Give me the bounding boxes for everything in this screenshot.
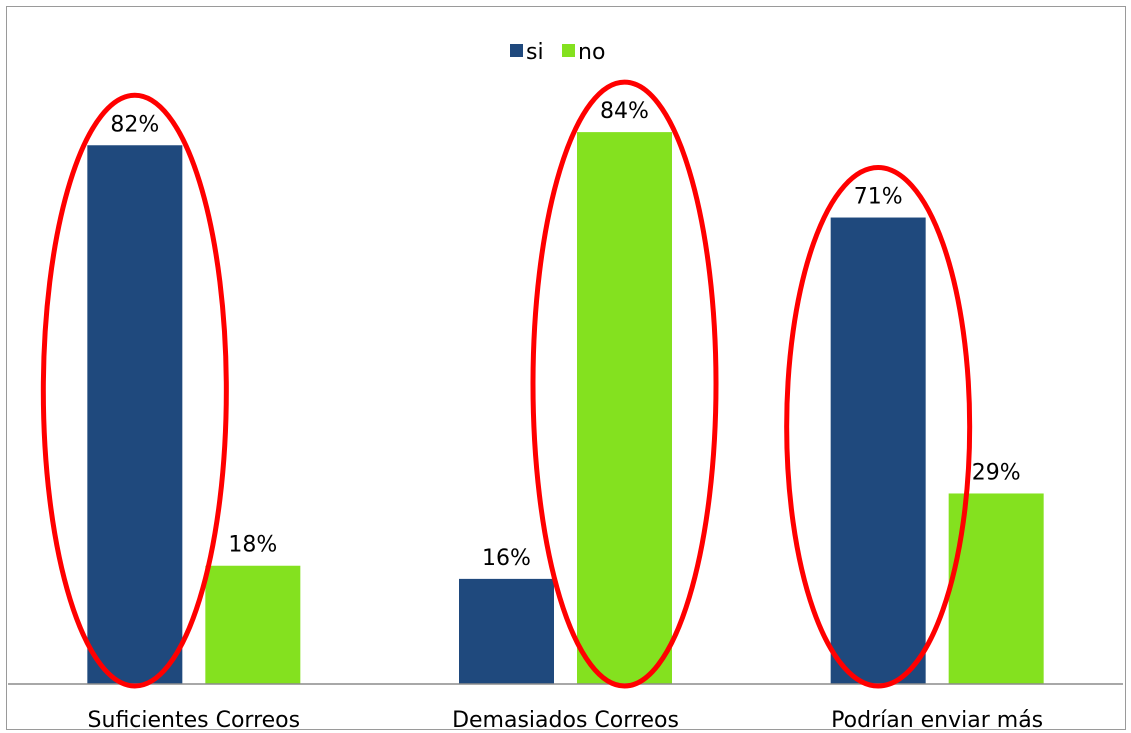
bar-no-1 — [205, 565, 301, 684]
category-label-3: Podrían enviar más — [831, 708, 1043, 733]
highlight-ellipse-3 — [784, 165, 973, 689]
bar-si-1 — [87, 145, 183, 684]
bar-si-3 — [830, 217, 926, 684]
bar-no-2 — [577, 132, 672, 684]
legend-swatch-si — [510, 44, 523, 57]
legend-label-si: si — [526, 40, 544, 65]
data-label-si-2: 16% — [482, 546, 531, 571]
data-label-no-2: 84% — [600, 99, 649, 124]
labels-layer: 82% 18% Suficientes Correos 16% 84% Demasiado… — [88, 99, 1044, 733]
data-label-no-3: 29% — [972, 460, 1021, 485]
highlight-ellipse-2 — [530, 79, 719, 689]
data-label-si-1: 82% — [110, 112, 159, 137]
data-label-no-1: 18% — [228, 533, 277, 558]
legend-label-no: no — [578, 40, 605, 65]
bars-layer — [87, 132, 1044, 684]
annotation-layer — [40, 79, 973, 689]
category-label-2: Demasiados Correos — [452, 708, 679, 733]
data-label-si-3: 71% — [854, 185, 903, 210]
highlight-ellipse-1 — [40, 92, 229, 689]
category-label-1: Suficientes Correos — [88, 708, 301, 733]
legend: si no — [510, 40, 605, 65]
bar-si-2 — [459, 578, 554, 684]
legend-swatch-no — [562, 44, 575, 57]
